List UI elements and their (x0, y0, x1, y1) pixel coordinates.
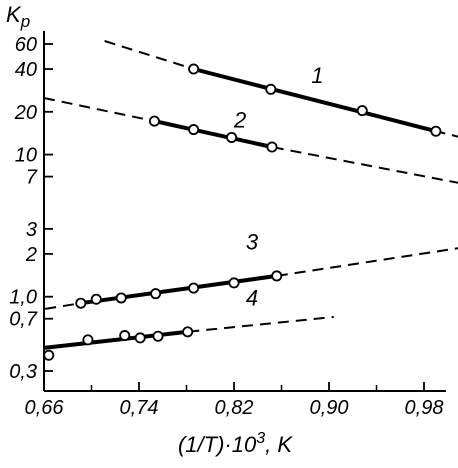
series-4-point (82, 334, 94, 346)
series-2-solid-line (152, 119, 274, 149)
series-1-point (265, 83, 277, 95)
x-tick-label: 0,98 (405, 397, 444, 419)
series-4-solid-line (43, 329, 190, 350)
series-4 (43, 316, 334, 361)
series-2 (43, 97, 458, 184)
series-4-point (119, 330, 131, 342)
series-3-solid-line (78, 273, 279, 306)
axes-layer (43, 31, 446, 392)
y-axis-title: Kp (6, 2, 30, 31)
x-tick-label: 0,66 (25, 397, 65, 419)
y-tick-label: 1,0 (9, 287, 37, 309)
series-1 (104, 40, 458, 138)
x-tick-label: 0,74 (120, 397, 159, 419)
series-1-label: 1 (311, 63, 323, 88)
x-tick-label: 0,90 (310, 397, 349, 419)
series-3-point (271, 270, 283, 282)
y-tick-label: 0,7 (9, 309, 38, 331)
y-tick-label: 0,3 (9, 361, 37, 383)
labels-layer: 0,66 0,74 0,82 0,90 0,98 60 40 20 107 3 2 1,00,7 0,3… (6, 2, 443, 457)
series-3-label: 3 (246, 229, 259, 254)
series-4-point (43, 349, 55, 361)
series-2-point (148, 115, 160, 127)
x-tick-label: 0,82 (215, 397, 254, 419)
series-3-point (75, 297, 87, 309)
series-1-point (356, 105, 368, 117)
series-4-point (134, 332, 146, 344)
series-1-solid-line (191, 67, 438, 134)
series-4-label: 4 (246, 285, 258, 310)
y-tick-label: 20 (14, 102, 37, 124)
y-tick-label: 3 (26, 219, 37, 241)
y-tick-label: 40 (15, 59, 37, 81)
series-2-point (226, 131, 238, 143)
series-3-point (115, 292, 127, 304)
series-3-point (228, 277, 240, 289)
y-tick-label: 10 (15, 145, 37, 167)
series-1-point (188, 63, 200, 75)
series-3-point (90, 293, 102, 305)
series-2-label: 2 (233, 108, 246, 133)
y-tick-label: 7 (26, 167, 38, 189)
series-2-point (266, 141, 278, 153)
y-tick-label: 60 (15, 34, 37, 56)
series-3-point (150, 288, 162, 300)
series-4-point (152, 330, 164, 342)
series-3-point (188, 282, 200, 294)
series-2-point (188, 124, 200, 136)
series-4-dashed-line (45, 316, 334, 349)
series-layer (43, 40, 458, 361)
series-1-point (430, 125, 442, 137)
y-tick-label: 2 (25, 244, 37, 266)
x-axis-title: (1/T)·103, K (178, 430, 293, 457)
series-4-point (182, 326, 194, 338)
series-3 (45, 247, 458, 310)
